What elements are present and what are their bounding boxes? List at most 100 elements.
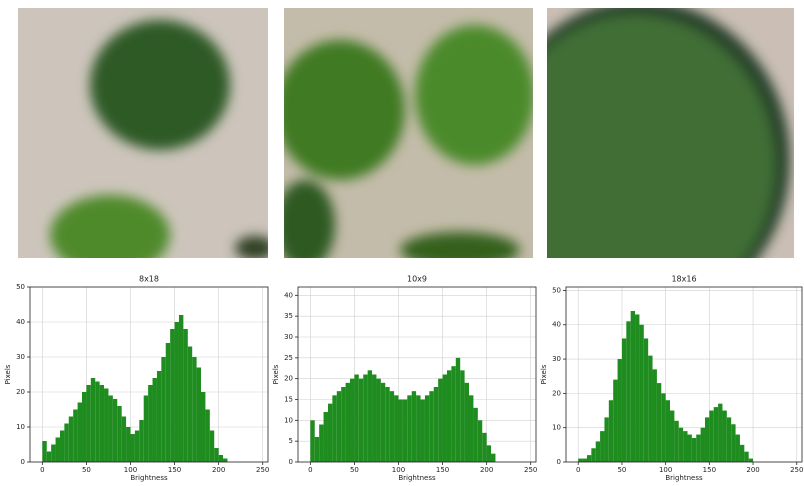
y-tick-label: 50 — [552, 286, 561, 294]
bar — [609, 400, 613, 462]
bar — [78, 403, 82, 463]
x-tick-label: 50 — [350, 466, 359, 474]
bar — [683, 431, 687, 462]
y-tick-label: 20 — [16, 388, 25, 396]
bar — [583, 459, 587, 462]
bar — [604, 417, 608, 462]
bar — [666, 400, 670, 462]
bar — [596, 441, 600, 462]
bar — [473, 408, 477, 462]
bar — [469, 395, 473, 462]
bar — [86, 385, 90, 462]
bar — [618, 359, 622, 462]
y-tick-label: 5 — [289, 437, 293, 445]
bar — [341, 387, 345, 462]
x-tick-label: 50 — [617, 466, 626, 474]
bar — [731, 424, 735, 462]
bar — [622, 338, 626, 462]
y-tick-label: 50 — [16, 283, 25, 291]
bar — [161, 357, 165, 462]
bar — [443, 375, 447, 463]
bar — [705, 417, 709, 462]
bar — [337, 391, 341, 462]
bar — [714, 407, 718, 462]
bar — [482, 433, 486, 462]
bar — [657, 383, 661, 462]
bar — [692, 438, 696, 462]
bar — [648, 356, 652, 462]
bar — [425, 395, 429, 462]
bar — [674, 421, 678, 462]
x-tick-label: 0 — [40, 466, 44, 474]
bar — [117, 406, 121, 462]
bar — [104, 389, 108, 463]
bar — [201, 392, 205, 462]
bar — [390, 391, 394, 462]
bar — [332, 395, 336, 462]
x-axis-label: Brightness — [398, 474, 436, 482]
y-axis-label: Pixels — [540, 364, 548, 384]
bar — [60, 431, 64, 463]
bar — [315, 437, 319, 462]
x-tick-label: 150 — [703, 466, 716, 474]
bar — [626, 321, 630, 462]
y-tick-label: 40 — [284, 291, 293, 299]
bar — [679, 428, 683, 462]
y-tick-label: 20 — [284, 375, 293, 383]
x-axis-label: Brightness — [130, 474, 168, 482]
bar — [139, 420, 143, 462]
x-tick-label: 200 — [480, 466, 493, 474]
bar — [718, 404, 722, 462]
y-tick-label: 35 — [284, 312, 293, 320]
bar — [354, 375, 358, 463]
bar — [709, 411, 713, 462]
bar — [359, 379, 363, 462]
bar — [447, 370, 451, 462]
bar — [113, 399, 117, 462]
bar — [197, 368, 201, 463]
bar — [51, 445, 55, 463]
bar — [153, 378, 157, 462]
chart: 0501001502002500102030405018x16Brightnes… — [540, 275, 803, 483]
y-tick-label: 15 — [284, 396, 293, 404]
y-tick-label: 30 — [552, 355, 561, 363]
bar — [64, 424, 68, 463]
bar — [613, 380, 617, 462]
bar — [144, 396, 148, 463]
bar — [696, 435, 700, 462]
bar — [407, 395, 411, 462]
x-tick-label: 100 — [124, 466, 137, 474]
bar — [661, 393, 665, 462]
x-tick-label: 50 — [82, 466, 91, 474]
bar — [398, 400, 402, 463]
bar — [350, 379, 354, 462]
x-tick-label: 150 — [168, 466, 181, 474]
bar — [429, 391, 433, 462]
bar — [310, 420, 314, 462]
bar — [82, 392, 86, 462]
chart-title: 8x18 — [139, 275, 159, 284]
bar — [100, 385, 104, 462]
bar — [744, 452, 748, 462]
bar — [126, 427, 130, 462]
y-tick-label: 0 — [289, 458, 293, 466]
bar — [183, 329, 187, 462]
bar — [578, 459, 582, 462]
bar — [376, 379, 380, 462]
x-tick-label: 250 — [790, 466, 803, 474]
bar — [205, 410, 209, 463]
bar — [434, 387, 438, 462]
bar — [456, 358, 460, 462]
bar — [324, 412, 328, 462]
bar — [214, 448, 218, 462]
bar — [219, 455, 223, 462]
bar — [736, 435, 740, 462]
bar — [192, 357, 196, 462]
x-tick-label: 250 — [524, 466, 537, 474]
bar — [639, 325, 643, 462]
bar — [95, 382, 99, 463]
y-tick-label: 20 — [552, 389, 561, 397]
x-tick-label: 100 — [392, 466, 405, 474]
bar — [587, 455, 591, 462]
